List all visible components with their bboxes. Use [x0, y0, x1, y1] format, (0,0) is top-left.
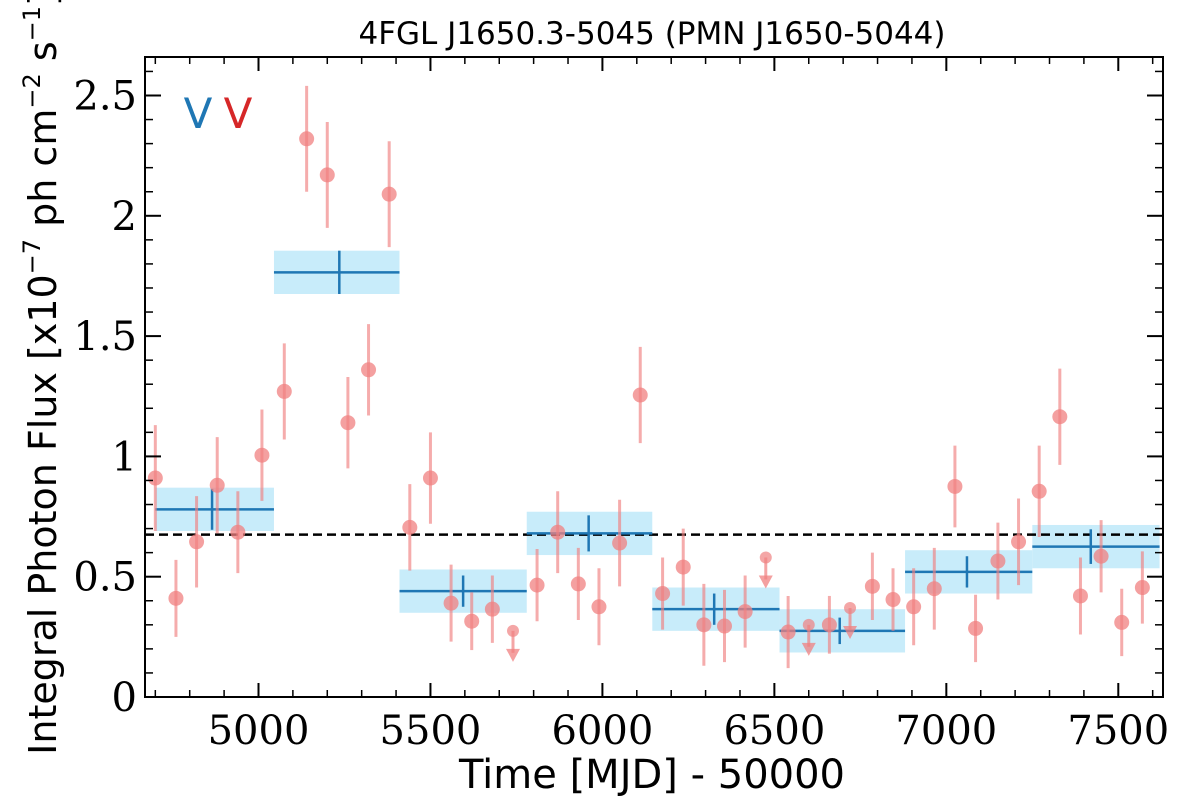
y-tick-label-4: 2	[112, 194, 137, 240]
y-tick-label-2: 1	[112, 434, 137, 480]
y-axis-label: Integral Photon Flux [x10−7 ph cm−2 s−1]	[18, 0, 65, 755]
plot-frame	[144, 56, 1164, 698]
y-tick-label-1: 0.5	[73, 555, 137, 601]
x-tick-label-5: 7500	[1067, 708, 1169, 754]
data-point-27	[717, 618, 733, 634]
data-point-0	[147, 470, 163, 486]
upper-limit-point-31	[802, 618, 815, 631]
upper-limit-point-17	[506, 624, 519, 637]
data-point-30	[780, 624, 796, 640]
upper-limit-arrow-33	[843, 625, 858, 639]
x-tick-label-1: 5500	[380, 708, 482, 754]
data-point-7	[299, 131, 315, 147]
axes: 5000 5500 6000 6500 7000 7500 0 0.5 1 1.5 2 2.5	[73, 56, 1169, 754]
data-point-37	[926, 581, 942, 597]
data-point-39	[968, 620, 984, 636]
upper-limit-point-33	[844, 601, 857, 614]
data-point-16	[484, 601, 500, 617]
x-tick-label-4: 7000	[895, 708, 997, 754]
data-point-20	[570, 576, 586, 592]
x-tick-label-0: 5000	[208, 708, 310, 754]
x-axis-label: Time [MJD] - 50000	[458, 752, 845, 798]
data-point-3	[209, 477, 225, 493]
y-axis-label-main: Integral Photon Flux [x10	[21, 274, 65, 755]
data-point-14	[443, 595, 459, 611]
data-point-18	[529, 577, 545, 593]
data-point-23	[632, 387, 648, 403]
data-point-47	[1134, 580, 1150, 596]
data-point-13	[422, 470, 438, 486]
data-point-4	[230, 524, 246, 540]
x-tick-label-2: 6000	[552, 708, 654, 754]
data-point-24	[655, 586, 671, 602]
upper-limit-arrow-17	[505, 648, 520, 662]
data-point-15	[464, 613, 480, 629]
data-point-8	[319, 167, 335, 183]
data-point-32	[821, 617, 837, 633]
data-point-46	[1114, 614, 1130, 630]
y-axis-label-end: ]	[21, 0, 65, 6]
y-tick-label-5: 2.5	[73, 73, 137, 119]
upper-limit-arrow-29	[758, 575, 773, 589]
data-point-36	[906, 599, 922, 615]
data-point-41	[1011, 534, 1027, 550]
data-point-28	[737, 604, 753, 620]
y-axis-label-mid2: s	[21, 41, 65, 73]
data-point-6	[276, 383, 292, 399]
data-point-22	[612, 535, 628, 551]
data-point-5	[254, 447, 270, 463]
annotation-marker-0: V	[184, 89, 213, 138]
data-point-26	[696, 617, 712, 633]
data-point-38	[947, 478, 963, 494]
data-point-12	[402, 519, 418, 535]
data-point-35	[885, 592, 901, 608]
annotation-marker-1: V	[224, 89, 253, 138]
y-axis-label-exp: −7	[18, 239, 46, 274]
data-point-44	[1072, 588, 1088, 604]
data-point-40	[990, 553, 1006, 569]
x-tick-label-3: 6500	[723, 708, 825, 754]
data-point-11	[381, 186, 397, 202]
data-point-25	[675, 559, 691, 575]
data-point-45	[1093, 548, 1109, 564]
data-point-2	[189, 534, 205, 550]
y-axis-label-exp2: −2	[18, 73, 46, 108]
data-point-10	[361, 362, 377, 378]
data-point-19	[550, 524, 566, 540]
data-point-34	[864, 578, 880, 594]
data-point-1	[168, 590, 184, 606]
upper-limit-arrow-31	[801, 642, 816, 656]
data-point-43	[1052, 409, 1068, 425]
upper-limit-point-29	[759, 551, 772, 564]
chart-title: 4FGL J1650.3-5045 (PMN J1650-5044)	[358, 16, 945, 52]
data-point-21	[591, 599, 607, 615]
y-tick-label-0: 0	[112, 675, 137, 721]
data-point-9	[340, 415, 356, 431]
y-axis-label-mid: ph cm	[21, 109, 65, 239]
data-point-42	[1031, 483, 1047, 499]
y-axis-label-exp3: −1	[18, 6, 46, 41]
y-tick-label-3: 1.5	[73, 314, 137, 360]
